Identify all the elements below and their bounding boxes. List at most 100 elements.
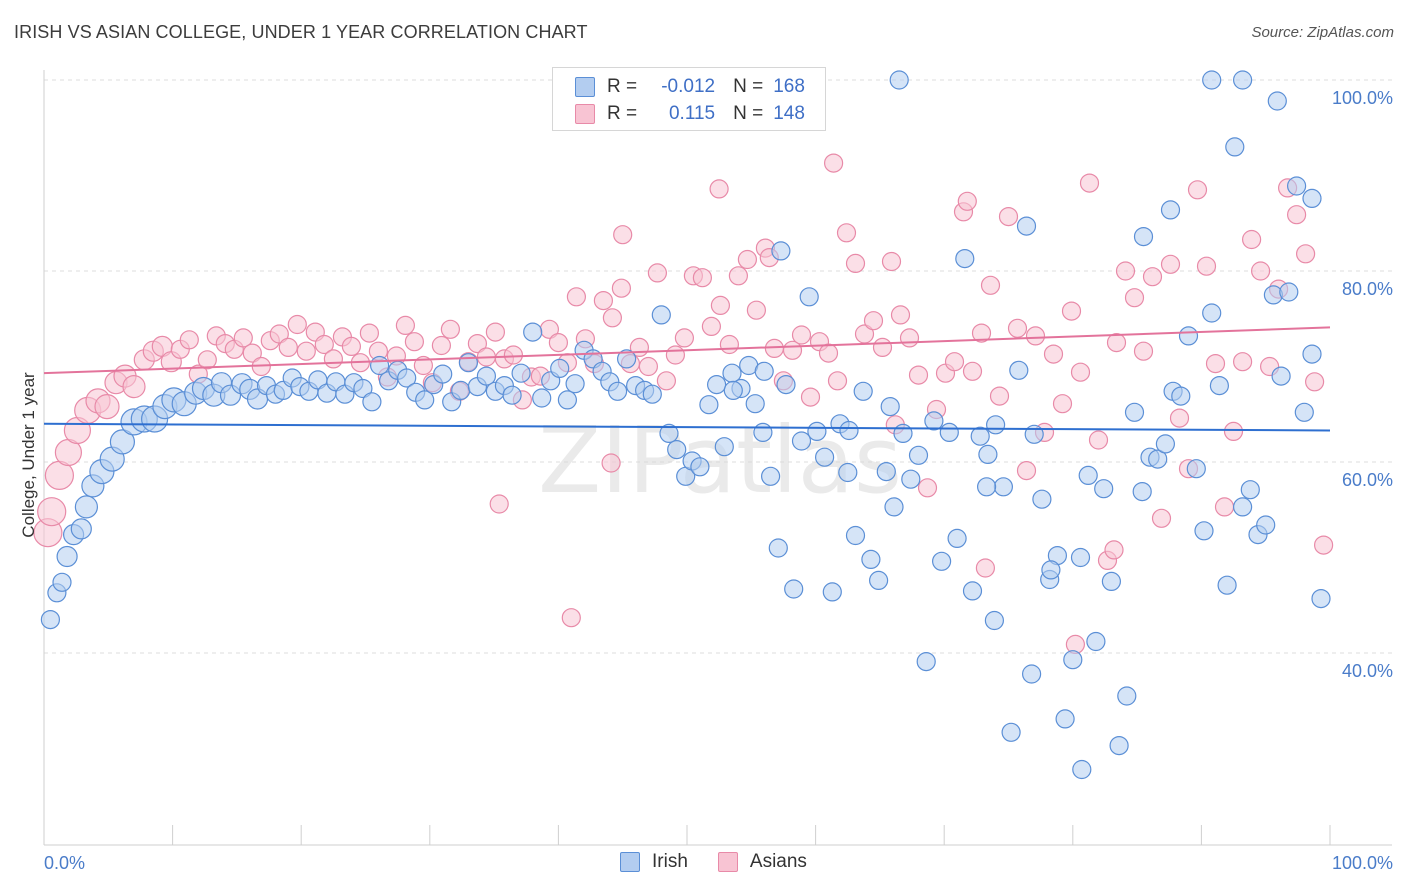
irish-point	[993, 477, 1014, 497]
irish-point	[839, 420, 859, 441]
asians-point	[278, 337, 298, 357]
asians-point	[1007, 318, 1028, 338]
irish-point	[760, 466, 781, 486]
irish-point	[1217, 575, 1237, 595]
irish-point	[109, 429, 136, 455]
asians-trend-line	[43, 326, 1331, 375]
irish-point	[985, 415, 1006, 435]
asians-point	[440, 319, 460, 339]
asians-legend-label: Asians	[749, 851, 807, 872]
asians-point	[1142, 267, 1163, 287]
asians-point	[980, 275, 1001, 295]
irish-point	[1202, 303, 1222, 323]
asians-point	[37, 497, 67, 527]
irish-point	[1101, 571, 1122, 592]
asians-point	[764, 338, 785, 358]
irish-point	[962, 581, 983, 601]
asians-point	[1313, 535, 1334, 555]
irish-point	[1155, 434, 1176, 454]
asians-point	[1214, 497, 1235, 517]
y-axis-label: College, Under 1 year	[19, 372, 38, 538]
irish-point	[784, 579, 804, 599]
irish-point	[1001, 722, 1021, 742]
irish-point	[353, 378, 373, 399]
asians-point	[746, 300, 767, 320]
irish-point	[706, 375, 727, 395]
asians-n-label: N =	[733, 103, 764, 124]
irish-point	[861, 549, 881, 570]
irish-point	[776, 375, 796, 395]
asians-point	[1295, 244, 1316, 264]
irish-point	[838, 462, 858, 483]
irish-legend-label: Irish	[652, 851, 688, 872]
irish-r-value: -0.012	[661, 76, 716, 97]
tick-labels: 40.0% 60.0% 80.0% 100.0% 0.0% 100.0%	[44, 88, 1393, 873]
asians-point	[1070, 362, 1091, 382]
asians-point	[485, 322, 505, 342]
asians-point	[823, 153, 844, 173]
asians-point	[395, 315, 415, 335]
asians-point	[719, 334, 740, 355]
asians-point	[975, 558, 996, 578]
irish-point	[397, 368, 417, 388]
irish-point	[1133, 227, 1154, 247]
irish-point	[550, 358, 570, 378]
asians-point	[413, 355, 433, 376]
irish-point	[768, 538, 788, 558]
irish-point	[699, 395, 719, 415]
trend-lines	[43, 326, 1331, 432]
irish-point	[753, 422, 773, 442]
irish-point	[458, 353, 478, 373]
legend: R = -0.012 N = 168 R = 0.115 N = 148	[552, 67, 826, 131]
irish-point	[1186, 459, 1206, 479]
irish-point	[642, 384, 662, 404]
y-tick-label-2: 80.0%	[1342, 279, 1393, 299]
asians-point	[489, 494, 509, 514]
irish-trend-line	[43, 422, 1331, 432]
irish-point	[74, 495, 99, 519]
asians-point	[296, 341, 316, 361]
irish-point	[947, 528, 967, 549]
asians-point	[1115, 261, 1136, 281]
asians-point	[791, 325, 812, 345]
asians-point	[1106, 333, 1127, 353]
irish-swatch-bottom	[620, 852, 640, 872]
y-tick-label-3: 100.0%	[1332, 88, 1393, 108]
asians-point	[1205, 354, 1226, 374]
irish-points	[40, 70, 1331, 780]
asians-swatch-bottom	[717, 852, 738, 872]
asians-point	[1043, 344, 1064, 364]
irish-point	[1256, 515, 1276, 535]
irish-point	[616, 349, 637, 369]
asians-point	[836, 223, 857, 243]
asians-point	[1223, 421, 1244, 441]
irish-point	[40, 609, 61, 630]
irish-point	[1302, 188, 1322, 208]
asians-point	[314, 334, 334, 355]
irish-point	[924, 411, 944, 431]
irish-point	[651, 305, 671, 325]
asians-point	[971, 323, 992, 343]
irish-point	[908, 445, 929, 465]
irish-point	[362, 392, 382, 412]
asians-point	[287, 314, 307, 335]
legend-row-irish: R = -0.012 N = 168	[575, 74, 805, 100]
asians-point	[917, 478, 938, 498]
irish-point	[433, 364, 453, 384]
bottom-legend-asians: Asians	[717, 851, 807, 873]
irish-point	[955, 249, 975, 269]
irish-point	[1202, 70, 1222, 90]
asians-point	[737, 249, 758, 270]
irish-point	[451, 380, 471, 400]
asians-point	[233, 328, 253, 348]
y-tick-label-1: 60.0%	[1342, 470, 1393, 490]
asians-point	[1151, 508, 1172, 528]
irish-point	[1178, 326, 1199, 346]
legend-row-asians: R = 0.115 N = 148	[575, 101, 805, 127]
asians-point	[957, 191, 977, 211]
irish-point	[70, 518, 92, 540]
irish-point	[889, 70, 909, 90]
asians-point	[566, 287, 587, 307]
irish-point	[1232, 497, 1253, 517]
axes	[43, 70, 1392, 846]
